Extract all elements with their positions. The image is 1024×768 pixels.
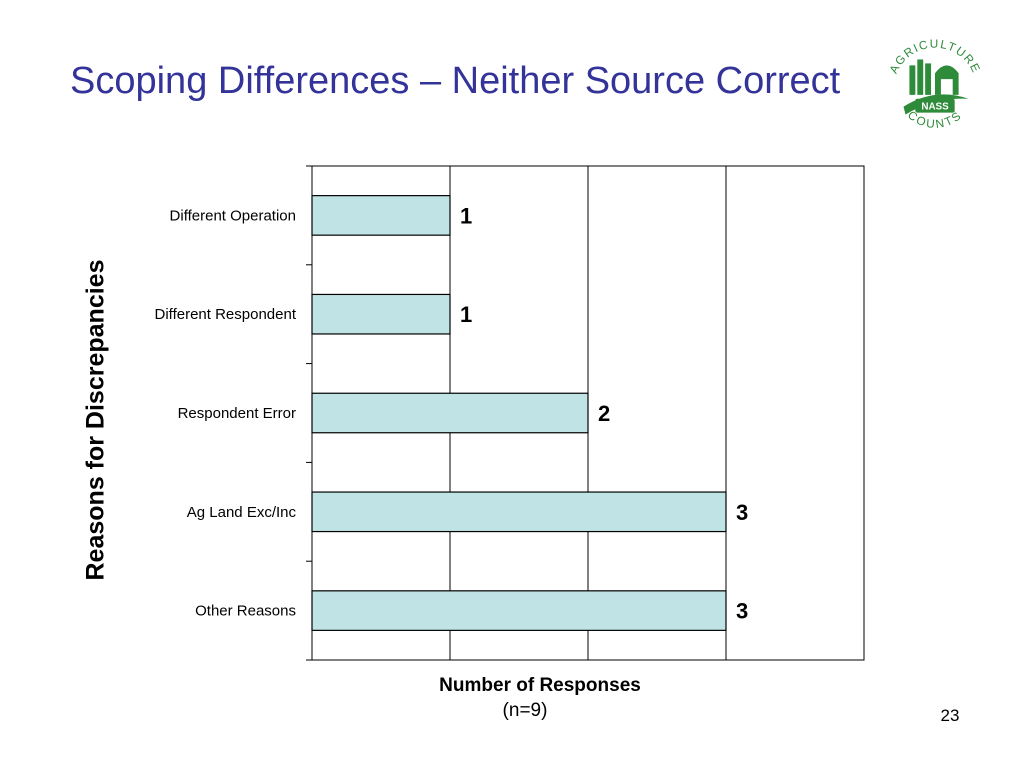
- data-label: 3: [736, 500, 748, 525]
- bar: [311, 293, 451, 335]
- bar: [311, 491, 727, 533]
- data-label: 2: [598, 401, 610, 426]
- logo-bottom-text: COUNTS: [905, 108, 963, 131]
- bar: [311, 392, 589, 434]
- category-label: Respondent Error: [178, 405, 296, 422]
- y-axis-label: Reasons for Discrepancies: [81, 259, 110, 581]
- data-label: 3: [736, 599, 748, 624]
- agriculture-counts-logo-icon: NASS AGRICULTURE COUNTS: [886, 37, 982, 131]
- data-label: 1: [460, 203, 472, 228]
- category-label: Other Reasons: [195, 603, 296, 620]
- x-axis-label: Number of Responses: [439, 675, 641, 696]
- logo-building-icon: [909, 59, 959, 95]
- slide-title: Scoping Differences – Neither Source Cor…: [70, 60, 841, 102]
- category-label: Ag Land Exc/Inc: [187, 504, 297, 521]
- x-axis-note: (n=9): [502, 700, 548, 721]
- bar: [311, 195, 451, 236]
- category-label: Different Respondent: [155, 306, 297, 323]
- data-label: 1: [460, 302, 472, 327]
- logo-badge: [915, 98, 955, 113]
- category-label: Different Operation: [170, 207, 296, 224]
- bar: [311, 590, 727, 631]
- logo-badge-text: NASS: [921, 102, 949, 113]
- page-number: 23: [940, 706, 960, 725]
- svg-text:COUNTS: COUNTS: [905, 108, 965, 131]
